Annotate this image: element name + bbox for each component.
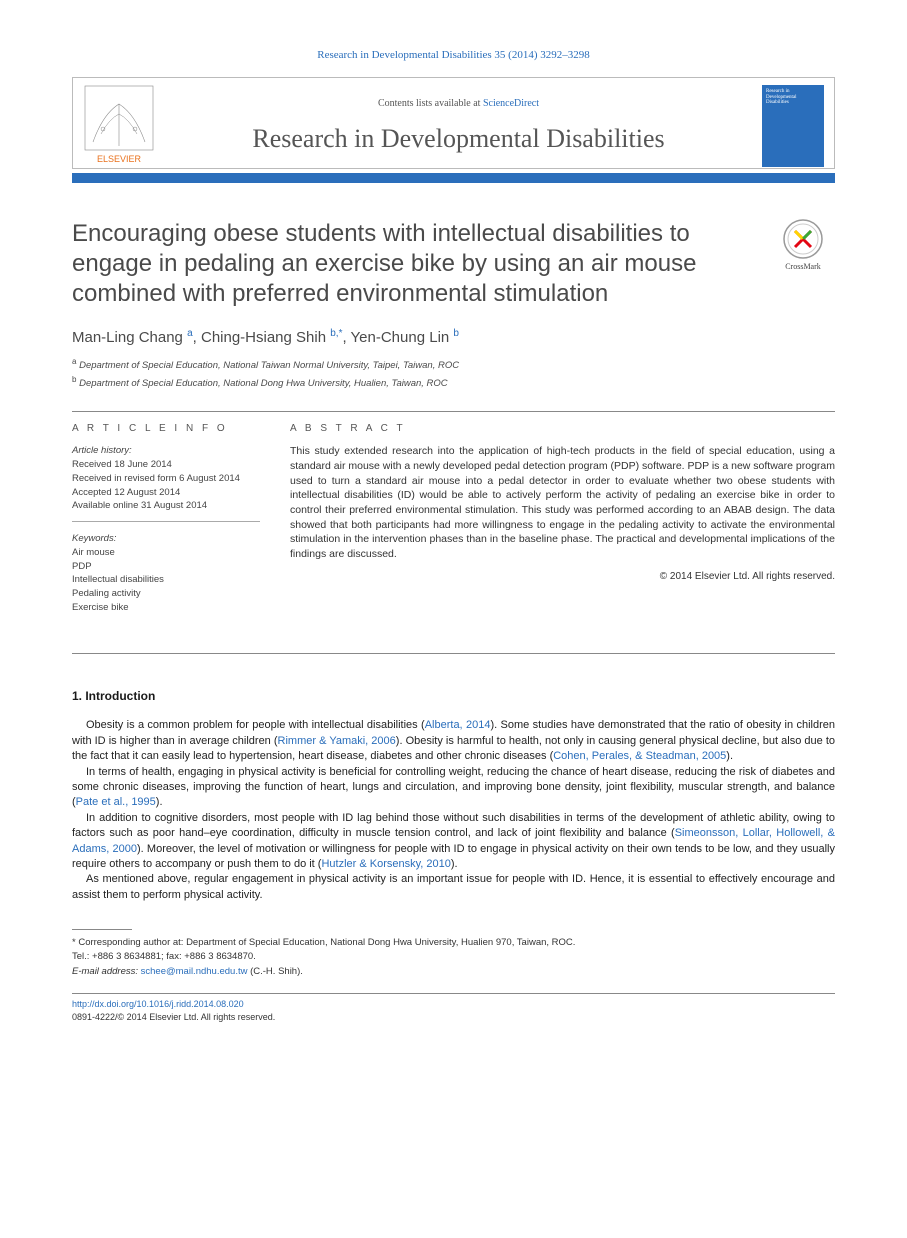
section-1-heading: 1. Introduction (72, 688, 835, 705)
crossmark-badge[interactable]: CrossMark (771, 219, 835, 272)
history-line: Received 18 June 2014 (72, 458, 260, 472)
corresponding-author-footnote: * Corresponding author at: Department of… (72, 936, 835, 979)
journal-cover-thumb: Research in Developmental Disabilities (762, 85, 824, 167)
keyword: Pedaling activity (72, 587, 260, 601)
email-link[interactable]: schee@mail.ndhu.edu.tw (141, 966, 248, 977)
footer: http://dx.doi.org/10.1016/j.ridd.2014.08… (72, 998, 835, 1025)
citation-link[interactable]: Hutzler & Korsensky, 2010 (321, 858, 450, 870)
citation-link[interactable]: Simeonsson, Lollar, Hollowell, & Adams, … (72, 827, 835, 854)
author-affil-mark: b (453, 328, 459, 339)
citation-link[interactable]: Rimmer & Yamaki, 2006 (278, 735, 396, 747)
author-name: Yen-Chung Lin (351, 329, 450, 346)
body-paragraph: In addition to cognitive disorders, most… (72, 811, 835, 873)
doi-link[interactable]: http://dx.doi.org/10.1016/j.ridd.2014.08… (72, 999, 244, 1009)
keyword: PDP (72, 560, 260, 574)
history-line: Received in revised form 6 August 2014 (72, 472, 260, 486)
article-title: Encouraging obese students with intellec… (72, 219, 771, 309)
abstract-copyright: © 2014 Elsevier Ltd. All rights reserved… (290, 570, 835, 584)
author-name: Man-Ling Chang (72, 329, 183, 346)
article-info-column: A R T I C L E I N F O Article history: R… (72, 422, 260, 632)
author-affil-mark: b,* (330, 328, 342, 339)
journal-name: Research in Developmental Disabilities (165, 121, 752, 157)
footer-rule (72, 993, 835, 994)
issn-line: 0891-4222/© 2014 Elsevier Ltd. All right… (72, 1012, 275, 1022)
divider (72, 653, 835, 654)
affiliation-text: Department of Special Education, Nationa… (79, 361, 459, 372)
elsevier-logo: ELSEVIER (83, 84, 155, 168)
history-line: Accepted 12 August 2014 (72, 486, 260, 500)
abstract-column: A B S T R A C T This study extended rese… (290, 422, 835, 632)
sciencedirect-link[interactable]: ScienceDirect (483, 98, 539, 109)
keywords-label: Keywords: (72, 532, 260, 546)
keyword: Intellectual disabilities (72, 573, 260, 587)
footnote-rule (72, 929, 132, 930)
affiliations: a Department of Special Education, Natio… (72, 356, 835, 391)
author-name: Ching-Hsiang Shih (201, 329, 326, 346)
article-info-heading: A R T I C L E I N F O (72, 422, 260, 436)
color-bar (72, 173, 835, 183)
top-citation: Research in Developmental Disabilities 3… (72, 48, 835, 63)
citation-link[interactable]: Alberta, 2014 (425, 719, 491, 731)
keyword: Exercise bike (72, 601, 260, 615)
history-label: Article history: (72, 444, 260, 458)
author-line: Man-Ling Chang a, Ching-Hsiang Shih b,*,… (72, 327, 835, 348)
journal-header: ELSEVIER Contents lists available at Sci… (72, 77, 835, 169)
crossmark-icon (783, 219, 823, 259)
affiliation-text: Department of Special Education, Nationa… (79, 378, 448, 389)
abstract-text: This study extended research into the ap… (290, 444, 835, 562)
contents-available: Contents lists available at ScienceDirec… (165, 97, 752, 111)
author-affil-mark: a (187, 328, 193, 339)
crossmark-label: CrossMark (785, 262, 821, 271)
abstract-heading: A B S T R A C T (290, 422, 835, 436)
body-paragraph: In terms of health, engaging in physical… (72, 765, 835, 811)
citation-link[interactable]: Cohen, Perales, & Steadman, 2005 (553, 750, 726, 762)
keyword: Air mouse (72, 546, 260, 560)
svg-text:ELSEVIER: ELSEVIER (97, 154, 142, 164)
history-line: Available online 31 August 2014 (72, 499, 260, 513)
body-paragraph: Obesity is a common problem for people w… (72, 718, 835, 764)
body-paragraph: As mentioned above, regular engagement i… (72, 872, 835, 903)
divider (72, 411, 835, 412)
citation-link[interactable]: Pate et al., 1995 (76, 796, 156, 808)
